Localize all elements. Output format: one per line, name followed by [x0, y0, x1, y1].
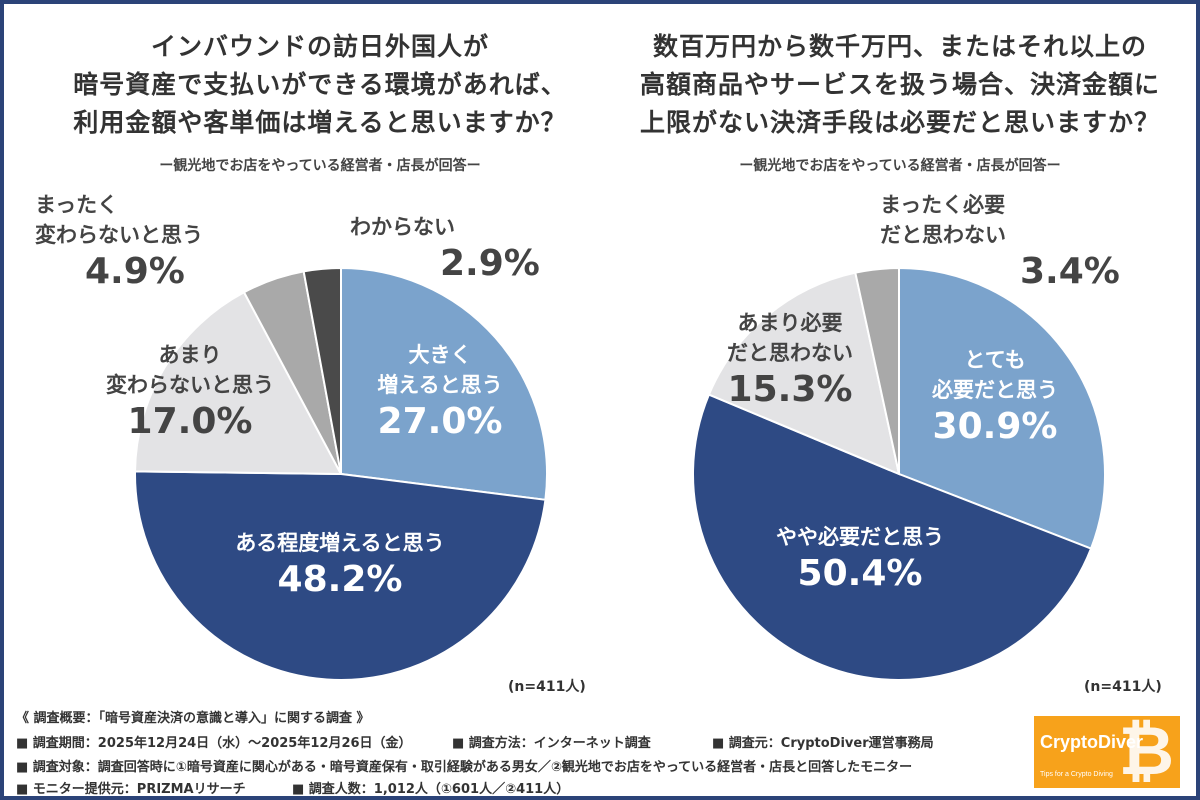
survey-count: ■ 調査人数：1,012人（①601人／②411人）	[292, 782, 570, 797]
sample-size-1: (n=411人)	[508, 679, 586, 695]
pie-slice	[134, 470, 547, 681]
pie-slice	[707, 271, 901, 476]
slice-label: あまり 変わらないと思う 17.0%	[106, 343, 274, 442]
cryptodiver-logo: ₿ CryptoDiver Tips for a Crypto Diving	[1034, 716, 1180, 788]
survey-overview: 《 調査概要：「暗号資産決済の意識と導入」に関する調査 》	[16, 711, 370, 726]
pie-slice	[134, 290, 343, 476]
pie-slice	[302, 266, 342, 475]
pie-chart-2	[692, 266, 1106, 681]
survey-provider: ■ モニター提供元：PRIZMAリサーチ	[16, 782, 246, 797]
slice-label: わからない 2.9%	[350, 215, 540, 284]
pie-chart-1	[134, 266, 548, 681]
slice-label: まったく 変わらないと思う 4.9%	[35, 193, 203, 292]
survey-target: ■ 調査対象：調査回答時に①暗号資産に関心がある・暗号資産保有・取引経験がある男…	[16, 760, 913, 775]
chart-1-subtitle: ー観光地でお店をやっている経営者・店長が回答ー	[159, 158, 481, 174]
slice-label: とても 必要だと思う 30.9%	[932, 348, 1058, 447]
slice-label: 大きく 増えると思う 27.0%	[377, 343, 503, 442]
pie-slice	[340, 266, 548, 501]
slice-label: まったく必要 だと思わない 3.4%	[880, 193, 1120, 292]
slice-label: あまり必要 だと思わない 15.3%	[727, 311, 853, 410]
pie-slice	[692, 393, 1093, 681]
survey-period: ■ 調査期間：2025年12月24日（水）〜2025年12月26日（金）	[16, 736, 412, 751]
chart-2-subtitle: ー観光地でお店をやっている経営者・店長が回答ー	[739, 158, 1061, 174]
pie-slice	[854, 266, 900, 475]
sample-size-2: (n=411人)	[1084, 679, 1162, 695]
pie-slice	[898, 266, 1106, 550]
slice-label: やや必要だと思う 50.4%	[776, 525, 944, 594]
survey-source: ■ 調査元：CryptoDiver運営事務局	[712, 736, 934, 751]
chart-1-title: インバウンドの訪日外国人が 暗号資産で支払いができる環境があれば、 利用金額や客…	[73, 32, 567, 137]
chart-2-title: 数百万円から数千万円、またはそれ以上の 高額商品やサービスを扱う場合、決済金額に…	[639, 32, 1160, 137]
bitcoin-icon: ₿	[1118, 712, 1174, 791]
survey-method: ■ 調査方法：インターネット調査	[452, 736, 651, 751]
slice-label: ある程度増えると思う 48.2%	[235, 531, 445, 600]
